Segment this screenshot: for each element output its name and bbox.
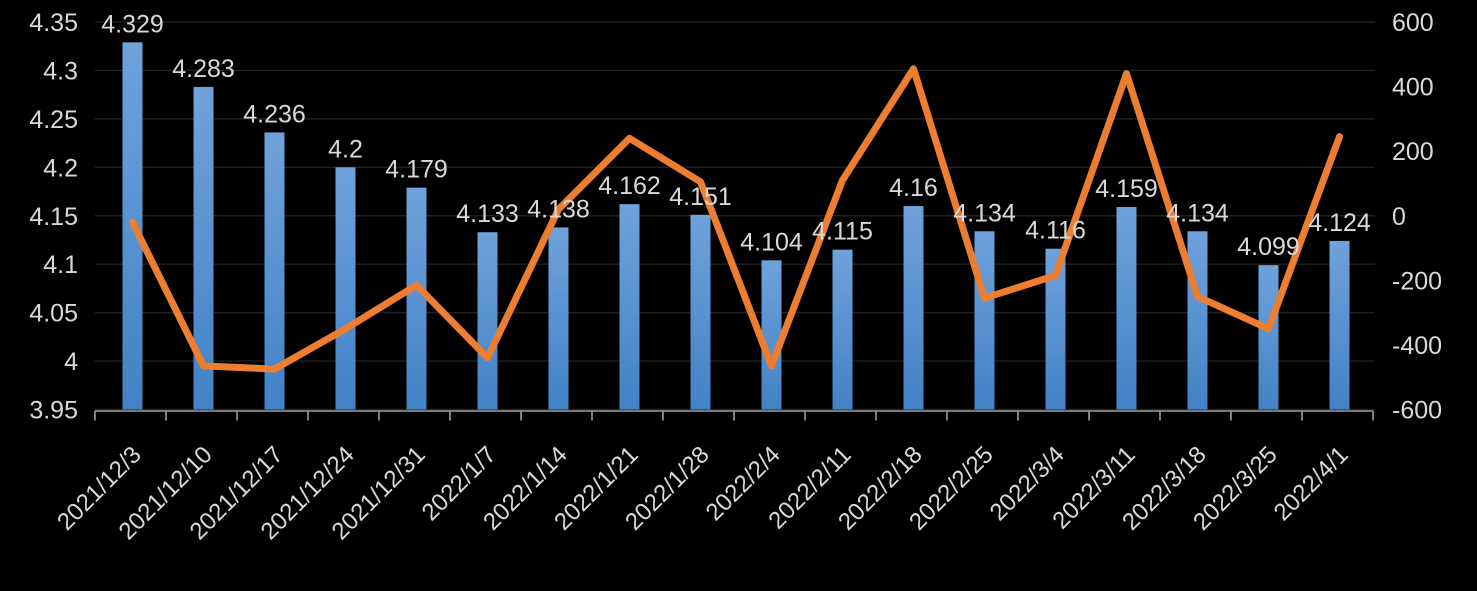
bar-data-label: 4.2 [328,135,363,163]
left-axis-tick-label: 4 [64,348,78,376]
bar-data-labels: 4.329 4.283 4.236 4.2 4.179 4.133 4.138 4.162 4.… [101,10,1371,261]
right-axis-tick-label: 400 [1392,74,1434,102]
bar-data-label: 4.116 [1025,217,1086,245]
bar [1187,231,1208,410]
bar-data-label: 4.151 [669,183,732,211]
bar-data-label: 4.134 [1166,199,1229,227]
left-axis-tick-label: 4.35 [29,9,78,37]
bar-data-label: 4.329 [101,10,164,38]
left-axis-labels: 3.95 4 4.05 4.1 4.15 4.2 4.25 4.3 4.35 [29,9,78,425]
bar-data-label: 4.104 [740,228,803,256]
left-axis-tick-label: 3.95 [29,397,78,425]
bar [1329,240,1350,410]
right-axis-tick-label: 600 [1392,9,1434,37]
bar-data-label: 4.159 [1095,175,1158,203]
right-axis-labels: -600 -400 -200 0 200 400 600 [1392,9,1442,425]
x-axis [94,410,1374,421]
right-axis-tick-label: -200 [1392,267,1442,295]
right-axis-tick-label: 200 [1392,138,1434,166]
right-axis-tick-label: -400 [1392,332,1442,360]
bar-data-label: 4.236 [243,100,306,128]
bar [1116,207,1137,410]
bar [832,249,853,410]
bar-data-label: 4.115 [812,218,873,246]
bar-data-label: 4.179 [385,156,448,184]
right-axis-tick-label: -600 [1392,397,1442,425]
bar-data-label: 4.16 [889,174,938,202]
bar-data-label: 4.124 [1308,209,1371,237]
bar-data-label: 4.283 [172,55,235,83]
bar [690,214,711,410]
bar [406,187,427,410]
bar [1258,265,1279,410]
bar-data-label: 4.138 [527,195,590,223]
right-axis-tick-label: 0 [1392,203,1406,231]
bar [761,260,782,410]
left-axis-tick-label: 4.25 [29,106,78,134]
bar-data-label: 4.134 [953,199,1016,227]
left-axis-tick-label: 4.2 [43,154,78,182]
bar [477,232,498,410]
left-axis-tick-label: 4.1 [43,251,78,279]
bar-data-label: 4.133 [456,200,519,228]
bar-data-label: 4.099 [1237,233,1300,261]
bar [1045,248,1066,410]
bar [619,204,640,410]
bar-data-label: 4.162 [598,172,661,200]
gridlines [95,21,1375,411]
bar [903,206,924,410]
bar [264,132,285,410]
line-series [129,65,1343,373]
bar [193,86,214,410]
left-axis-tick-label: 4.15 [29,203,78,231]
bar-series [122,42,1350,410]
left-axis-tick-label: 4.3 [43,57,78,85]
bar [335,167,356,410]
bar [548,227,569,410]
left-axis-tick-label: 4.05 [29,300,78,328]
bar [974,231,995,410]
